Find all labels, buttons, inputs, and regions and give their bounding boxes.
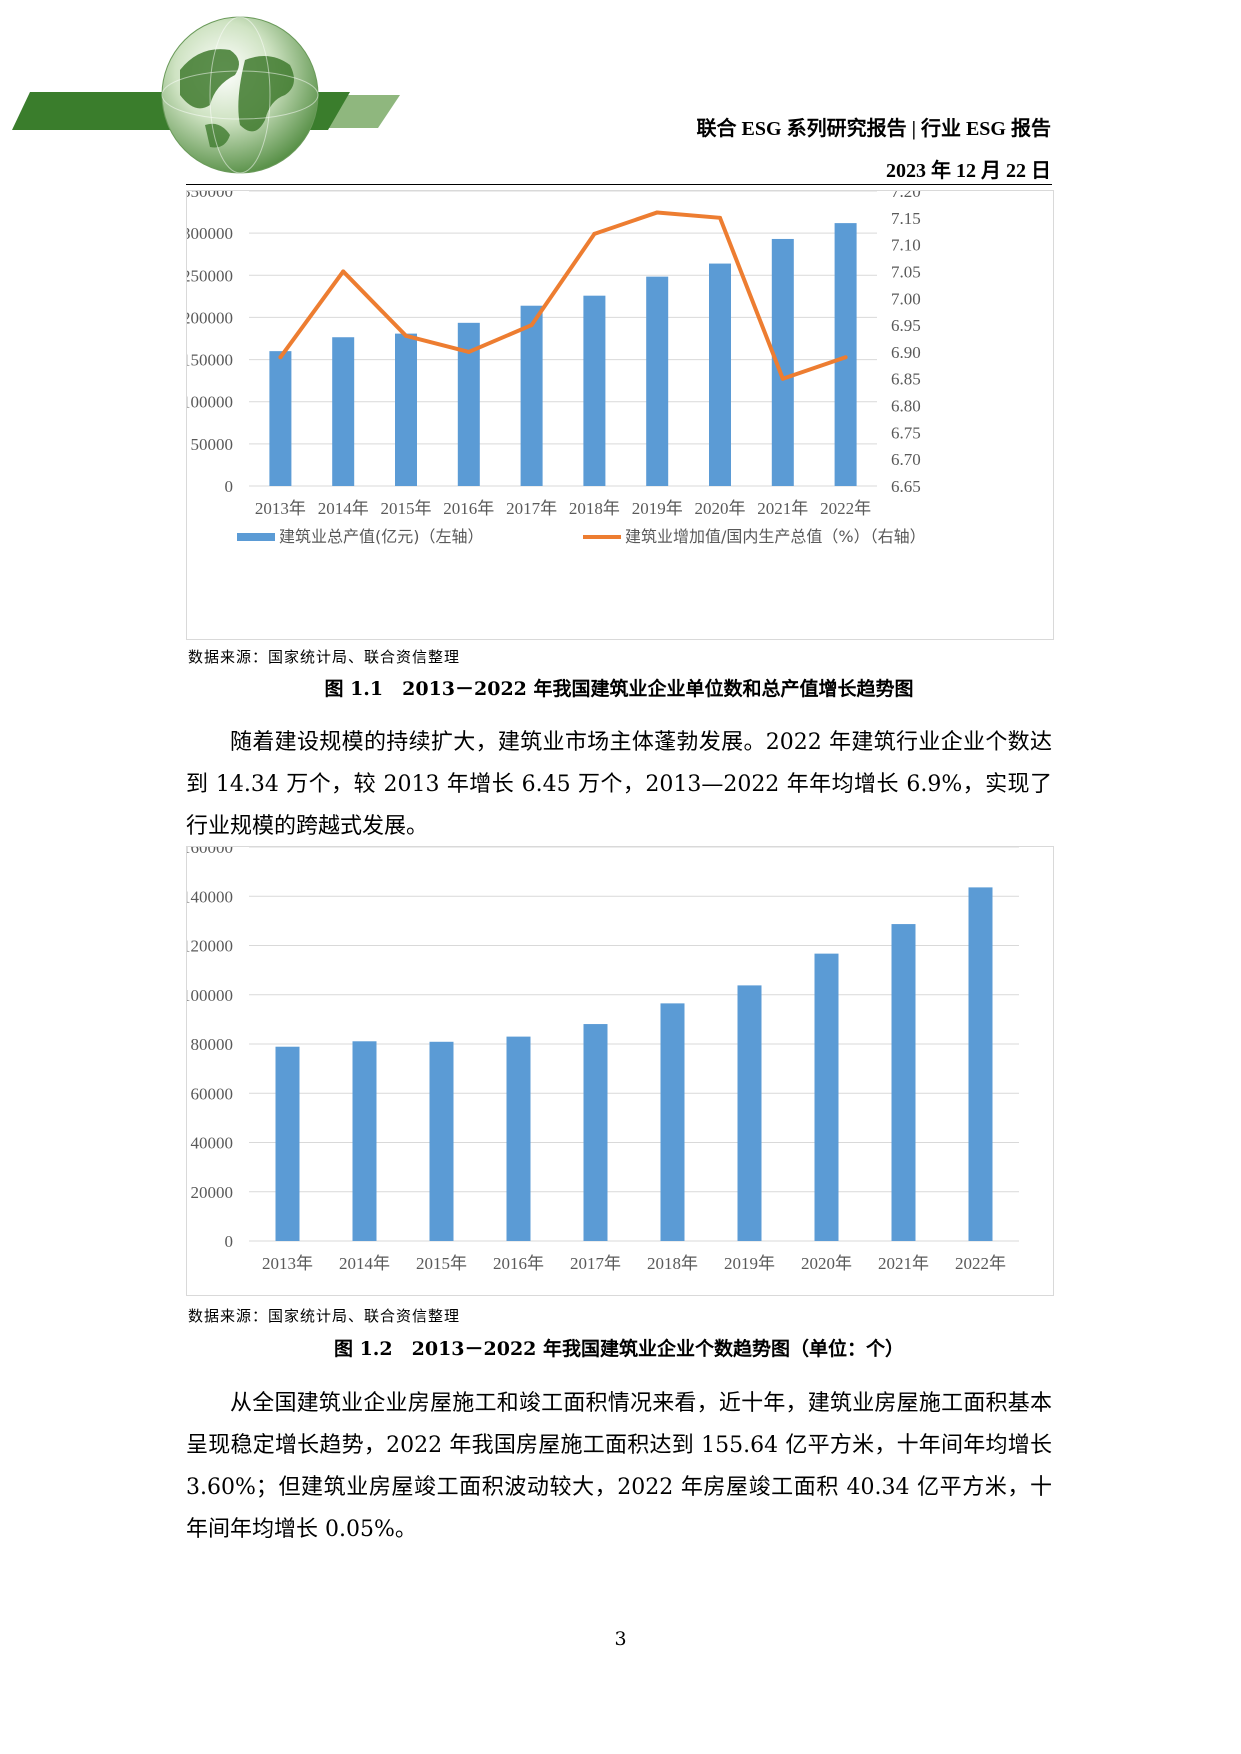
- x-axis-tick-label: 2013年: [255, 499, 306, 518]
- line-point: [278, 355, 283, 360]
- x-axis-tick-label: 2015年: [416, 1254, 467, 1273]
- bar-output: [457, 322, 480, 486]
- left-axis-tick-label: 100000: [187, 393, 233, 412]
- figure1-caption: 图 1.1 2013－2022 年我国建筑业企业单位数和总产值增长趋势图: [324, 678, 914, 700]
- bar-enterprise-count: [968, 887, 993, 1241]
- bar-enterprise-count: [660, 1003, 685, 1241]
- line-point: [529, 323, 534, 328]
- legend-bar-swatch: [237, 533, 275, 541]
- bar-output: [332, 337, 355, 486]
- paragraph-2: 从全国建筑业企业房屋施工和竣工面积情况来看，近十年，建筑业房屋施工面积基本呈现稳…: [186, 1391, 1052, 1542]
- y-axis-tick-label: 20000: [191, 1183, 234, 1202]
- left-axis-tick-label: 150000: [187, 351, 233, 370]
- right-axis-tick-label: 6.80: [891, 397, 921, 416]
- x-axis-tick-label: 2014年: [318, 499, 369, 518]
- y-axis-tick-label: 140000: [187, 887, 233, 906]
- report-title: 联合 ESG 系列研究报告 | 行业 ESG 报告: [696, 118, 1051, 140]
- y-axis-tick-label: 100000: [187, 986, 233, 1005]
- right-axis-tick-label: 6.65: [891, 477, 921, 496]
- left-axis-tick-label: 50000: [191, 435, 234, 454]
- report-date: 2023 年 12 月 22 日: [886, 160, 1051, 182]
- line-point: [780, 376, 785, 381]
- left-axis-tick-label: 350000: [187, 191, 233, 201]
- legend-bar-label: 建筑业总产值(亿元)（左轴）: [279, 527, 484, 546]
- bar-enterprise-count: [891, 924, 916, 1241]
- chart1-svg: 0 50000 100000 150000 200000 250000 300000 3500…: [187, 191, 926, 546]
- right-axis-tick-label: 6.75: [891, 423, 921, 442]
- line-point: [466, 349, 471, 354]
- bar-output: [269, 351, 292, 486]
- figure2-source: 数据来源：国家统计局、联合资信整理: [188, 1307, 461, 1325]
- page-number: 3: [614, 1628, 627, 1650]
- y-axis-tick-label: 160000: [187, 847, 233, 857]
- line-point: [655, 210, 660, 215]
- bar-output: [834, 223, 857, 486]
- right-axis-tick-label: 6.95: [891, 316, 921, 335]
- y-axis-tick-label: 40000: [191, 1134, 234, 1153]
- left-axis-tick-label: 300000: [187, 224, 233, 243]
- x-axis-tick-label: 2022年: [955, 1254, 1006, 1273]
- bar-output: [709, 263, 731, 486]
- bar-output: [395, 333, 417, 486]
- bar-output: [583, 295, 606, 486]
- x-axis-tick-label: 2015年: [381, 499, 432, 518]
- bar-enterprise-count: [275, 1046, 300, 1241]
- right-axis-tick-label: 7.05: [891, 262, 921, 281]
- x-axis-tick-label: 2013年: [262, 1254, 313, 1273]
- figure1-source: 数据来源：国家统计局、联合资信整理: [188, 648, 461, 666]
- left-axis-tick-label: 200000: [187, 308, 233, 327]
- bar-enterprise-count: [429, 1041, 454, 1241]
- left-axis-tick-label: 250000: [187, 266, 233, 285]
- y-axis-tick-label: 0: [225, 1232, 234, 1251]
- legend-line-label: 建筑业增加值/国内生产总值（%）（右轴）: [625, 527, 926, 546]
- right-axis-tick-label: 7.10: [891, 236, 921, 255]
- line-point: [843, 355, 848, 360]
- x-axis-tick-label: 2022年: [820, 499, 871, 518]
- construction-output-chart: 0 50000 100000 150000 200000 250000 300000 3500…: [186, 190, 1054, 640]
- x-axis-tick-label: 2020年: [801, 1254, 852, 1273]
- x-axis-tick-label: 2014年: [339, 1254, 390, 1273]
- line-point: [341, 269, 346, 274]
- y-axis-tick-label: 60000: [191, 1084, 234, 1103]
- right-axis-tick-label: 6.70: [891, 450, 921, 469]
- x-axis-tick-label: 2016年: [443, 499, 494, 518]
- globe-logo: [12, 16, 400, 174]
- x-axis-tick-label: 2019年: [724, 1254, 775, 1273]
- x-axis-tick-label: 2018年: [647, 1254, 698, 1273]
- enterprise-count-chart: 0 20000 40000 60000 80000 100000 120000 140000 1…: [186, 846, 1054, 1296]
- y-axis-tick-label: 80000: [191, 1035, 234, 1054]
- bar-output: [520, 305, 543, 486]
- right-axis-tick-label: 7.15: [891, 209, 921, 228]
- chart2-svg: 0 20000 40000 60000 80000 100000 120000 140000 1…: [187, 847, 1019, 1273]
- x-axis-tick-label: 2021年: [757, 499, 808, 518]
- x-axis-tick-label: 2017年: [570, 1254, 621, 1273]
- bar-enterprise-count: [352, 1041, 377, 1241]
- line-point: [592, 231, 597, 236]
- line-point: [404, 333, 408, 338]
- bar-output: [646, 276, 669, 486]
- x-axis-tick-label: 2018年: [569, 499, 620, 518]
- x-axis-tick-label: 2021年: [878, 1254, 929, 1273]
- left-axis-tick-label: 0: [225, 477, 234, 496]
- right-axis-tick-label: 7.20: [891, 191, 921, 201]
- figure2-caption: 图 1.2 2013－2022 年我国建筑业企业个数趋势图（单位：个）: [333, 1338, 905, 1360]
- x-axis-tick-label: 2016年: [493, 1254, 544, 1273]
- bar-enterprise-count: [583, 1024, 608, 1241]
- bar-enterprise-count: [737, 985, 762, 1241]
- x-axis-tick-label: 2017年: [506, 499, 557, 518]
- line-value-added-share: [278, 210, 847, 381]
- header-rule: [186, 184, 1052, 185]
- line-point: [718, 215, 722, 220]
- x-axis-tick-label: 2019年: [632, 499, 683, 518]
- paragraph-1: 随着建设规模的持续扩大，建筑业市场主体蓬勃发展。2022 年建筑行业企业个数达到…: [186, 730, 1052, 839]
- right-axis-tick-label: 6.90: [891, 343, 921, 362]
- bar-enterprise-count: [506, 1036, 531, 1241]
- right-axis-tick-label: 7.00: [891, 289, 921, 308]
- x-axis-tick-label: 2020年: [695, 499, 746, 518]
- right-axis-tick-label: 6.85: [891, 370, 921, 389]
- y-axis-tick-label: 120000: [187, 937, 233, 956]
- bar-enterprise-count: [814, 953, 839, 1241]
- bar-output: [771, 238, 794, 486]
